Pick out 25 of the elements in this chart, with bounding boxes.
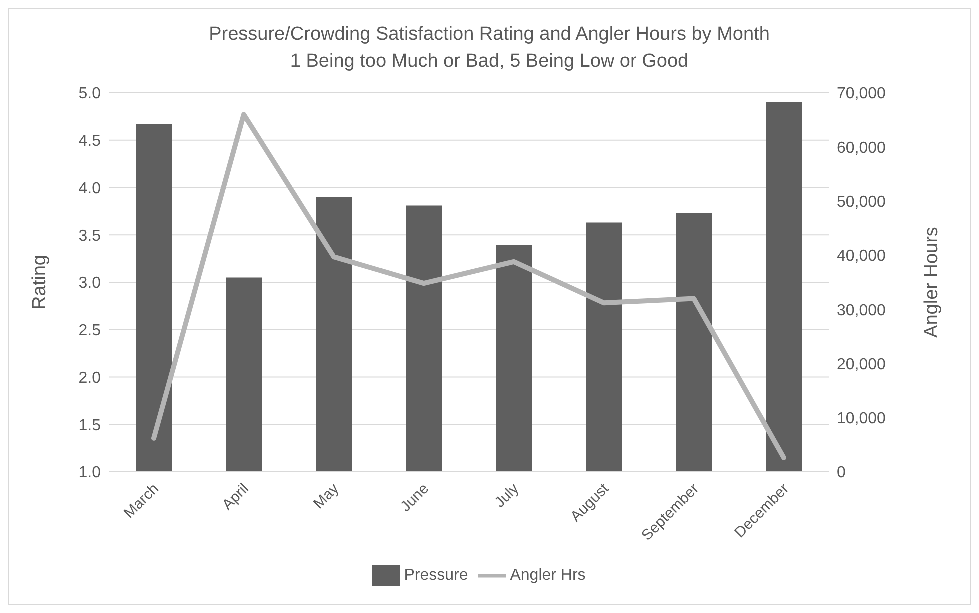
y2-tick-label: 10,000 bbox=[837, 410, 886, 428]
legend-label: Angler Hrs bbox=[510, 567, 586, 584]
y2-tick-label: 20,000 bbox=[837, 356, 886, 374]
y-tick-label: 1.0 bbox=[78, 464, 102, 482]
y-tick-label: 4.0 bbox=[78, 180, 102, 198]
y-tick-label: 2.5 bbox=[78, 322, 102, 340]
y2-tick-label: 60,000 bbox=[837, 140, 886, 157]
y2-tick-label: 40,000 bbox=[837, 248, 886, 266]
y-tick-label: 5.0 bbox=[78, 86, 102, 103]
y2-tick-label: 30,000 bbox=[837, 302, 886, 320]
y-tick-label: 1.5 bbox=[78, 417, 102, 434]
y2-axis-title: Angler Hours bbox=[922, 227, 943, 338]
chart-subtitle: 1 Being too Much or Bad, 5 Being Low or Good bbox=[289, 50, 690, 74]
x-tick-label: May bbox=[310, 480, 343, 513]
y-axis-title: Rating bbox=[30, 255, 51, 310]
y-tick-label: 2.0 bbox=[78, 370, 102, 387]
y-tick-label: 4.5 bbox=[78, 133, 102, 150]
y2-tick-label: 0 bbox=[837, 464, 846, 482]
y-tick-label: 3.5 bbox=[78, 228, 102, 245]
y-tick-label: 3.0 bbox=[78, 275, 102, 292]
chart-title: Pressure/Crowding Satisfaction Rating and Angler Hours by Month bbox=[208, 23, 771, 47]
x-tick-label: July bbox=[492, 480, 523, 512]
legend-label: Pressure bbox=[404, 567, 468, 584]
y2-tick-label: 50,000 bbox=[837, 194, 886, 211]
y2-tick-label: 70,000 bbox=[837, 86, 886, 103]
